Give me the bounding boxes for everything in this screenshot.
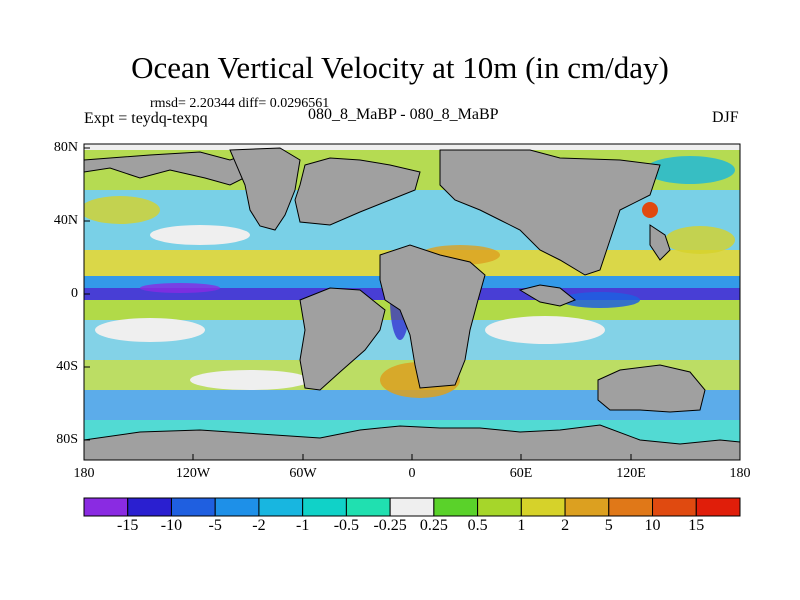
- patch: [84, 196, 160, 224]
- colorbar-swatches: [83, 497, 741, 517]
- rmsd-diff-stats: rmsd= 2.20344 diff= 0.0296561: [150, 96, 330, 111]
- patch: [190, 370, 310, 390]
- patch: [140, 283, 220, 293]
- experiment-label: Expt = teydq-texpq: [84, 110, 208, 127]
- lat-label-40n: 40N: [53, 213, 78, 228]
- lat-label-80s: 80S: [56, 432, 78, 447]
- land-south-america: [299, 287, 386, 391]
- colorbar-swatch: [170, 497, 216, 517]
- land-maritime: [518, 284, 576, 307]
- colorbar-swatch: [652, 497, 697, 517]
- colorbar-swatch: [214, 497, 260, 517]
- land-antarctica: [84, 424, 740, 460]
- colorbar-swatch: [608, 497, 654, 517]
- colorbar-swatch: [389, 497, 435, 517]
- colorbar-swatch: [83, 497, 129, 517]
- lon-label-0: 0: [408, 466, 416, 481]
- colorbar-label: 0.5: [467, 517, 488, 534]
- colorbar-swatch: [477, 497, 522, 517]
- colorbar-label: -5: [208, 517, 222, 534]
- colorbar-swatch: [520, 497, 566, 517]
- lat-ticks: [84, 147, 90, 441]
- colorbar-swatch: [127, 497, 172, 517]
- colorbar-label: 1: [517, 517, 526, 534]
- season-label: DJF: [712, 109, 739, 126]
- lon-label-180e: 180: [729, 466, 751, 481]
- colorbar-label: -2: [252, 517, 266, 534]
- colorbar-swatch: [345, 497, 391, 517]
- lon-label-60w: 60W: [289, 466, 317, 481]
- colorbar-label: 0.25: [419, 517, 448, 534]
- colorbar-swatch: [695, 497, 741, 517]
- colorbar-label: 15: [688, 517, 705, 534]
- land-arctic-west: [84, 149, 271, 186]
- lat-label-80n: 80N: [53, 140, 78, 155]
- lat-label-40s: 40S: [56, 359, 78, 374]
- colorbar-swatch: [302, 497, 347, 517]
- experiment-subtitle: 080_8_MaBP - 080_8_MaBP: [308, 106, 499, 123]
- patch: [645, 156, 735, 184]
- colorbar-label: -1: [295, 517, 310, 534]
- colorbar-swatch: [258, 497, 304, 517]
- colorbar-label: 10: [644, 517, 661, 534]
- lon-label-60e: 60E: [509, 466, 533, 481]
- land-japan: [649, 224, 671, 261]
- patch: [560, 292, 640, 308]
- lon-label-120e: 120E: [616, 466, 646, 481]
- land-masses: [84, 147, 740, 460]
- patch: [150, 225, 250, 245]
- patch: [642, 202, 658, 218]
- colorbar-label: 2: [561, 517, 570, 534]
- colorbar-label: -0.25: [373, 517, 407, 534]
- land-north-america: [229, 147, 301, 231]
- colorbar-label: -15: [117, 517, 139, 534]
- land-australia: [597, 364, 706, 413]
- patch: [665, 226, 735, 254]
- patch: [485, 316, 605, 344]
- land-africa: [379, 244, 486, 389]
- lon-label-180w: 180: [73, 466, 95, 481]
- land-eurasia: [439, 149, 661, 276]
- colorbar-swatch: [433, 497, 479, 517]
- lon-ticks: [83, 454, 741, 460]
- colorbar-label: -0.5: [333, 517, 360, 534]
- colorbar-label: -10: [160, 517, 183, 534]
- colorbar-swatch: [564, 497, 610, 517]
- page-title: Ocean Vertical Velocity at 10m (in cm/da…: [131, 50, 669, 85]
- patch: [95, 318, 205, 342]
- colorbar-label: 5: [604, 517, 613, 534]
- ocean-field: [84, 144, 740, 460]
- lat-label-0: 0: [71, 286, 78, 301]
- lon-label-120w: 120W: [175, 466, 211, 481]
- land-north-atlantic: [294, 157, 421, 226]
